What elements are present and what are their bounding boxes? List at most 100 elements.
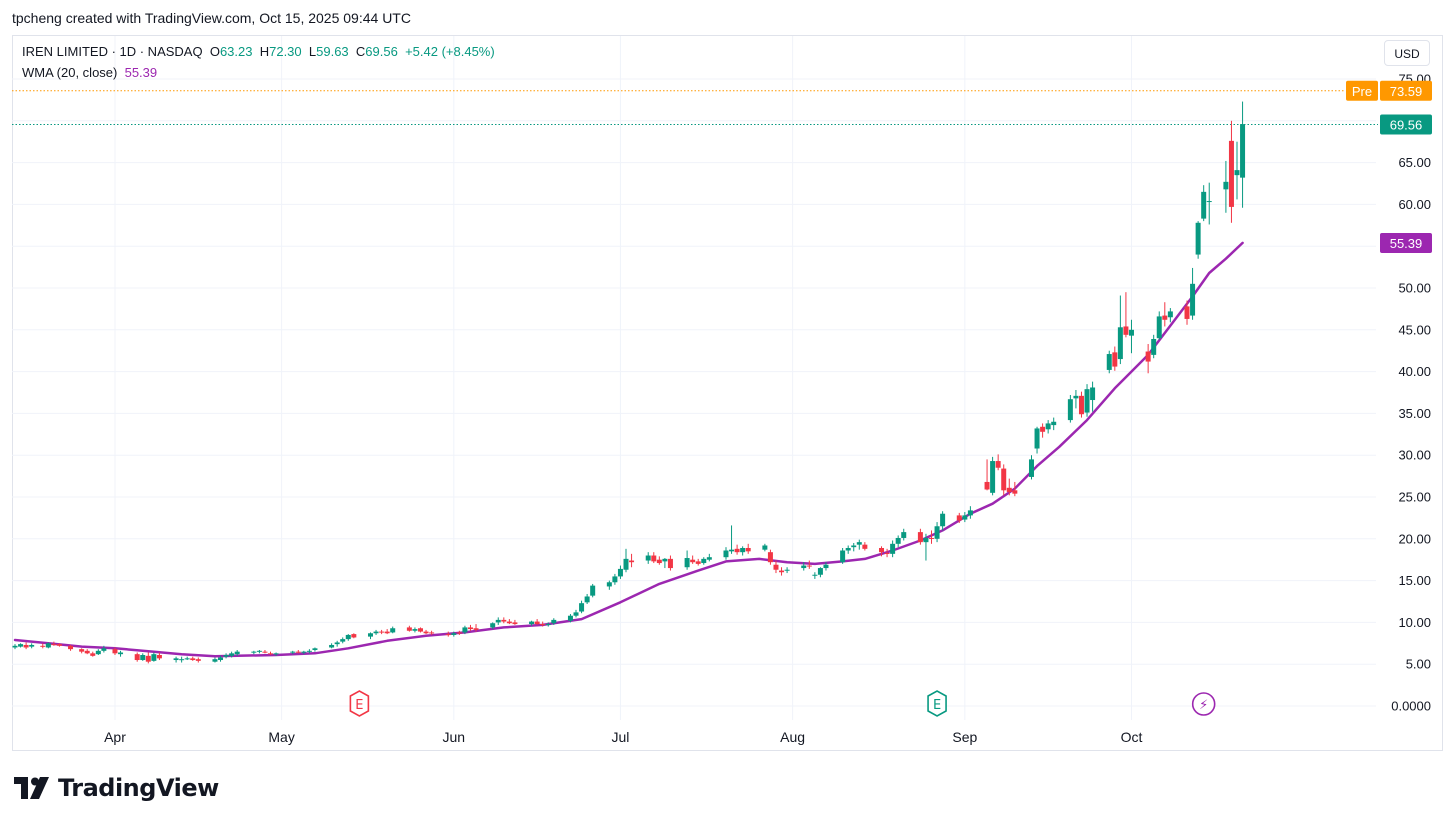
event-markers: E E ⚡ [349, 690, 1216, 717]
candle-down [806, 560, 812, 569]
candle-down [1184, 300, 1190, 325]
candle-down [862, 542, 868, 551]
candle-body [306, 650, 312, 652]
candle-body [1123, 326, 1129, 335]
low-label: L [308, 44, 317, 59]
candle-body [501, 619, 507, 622]
candle-up [329, 643, 335, 649]
indicator-legend[interactable]: WMA (20, close) 55.39 [22, 65, 157, 80]
close-label: C [355, 44, 366, 59]
candle-down [406, 625, 412, 632]
candle-body [862, 544, 868, 549]
candle-body [606, 582, 612, 587]
candle-up [762, 543, 768, 552]
candle-body [406, 627, 412, 631]
candle-up [729, 525, 735, 554]
candle-down [23, 642, 29, 650]
candle-body [301, 651, 307, 653]
candle-down [134, 652, 140, 662]
candle-up [684, 550, 690, 570]
candle-body [312, 648, 318, 650]
candle-up [623, 548, 629, 573]
candle-body [967, 510, 973, 516]
candle-down [929, 530, 935, 544]
candle-body [1234, 170, 1240, 176]
candle-body [90, 653, 96, 656]
candle-body [417, 628, 423, 632]
candle-up [723, 547, 729, 560]
candle-up [990, 456, 996, 496]
candle-up [701, 557, 707, 565]
open-value: 63.23 [219, 44, 253, 59]
candle-down [1123, 292, 1129, 338]
candle-down [1006, 478, 1012, 496]
candle-up [1151, 334, 1157, 359]
candle-down [1162, 302, 1168, 327]
candle-body [1106, 354, 1112, 370]
candle-up [390, 626, 396, 634]
candle-body [212, 659, 218, 662]
candle-down [667, 555, 673, 571]
candle-body [18, 644, 24, 647]
candle-down [384, 629, 390, 635]
candle-body [723, 550, 729, 558]
candle-body [145, 655, 151, 662]
candle-body [1162, 315, 1168, 320]
low-value: 59.63 [316, 44, 349, 59]
earnings-marker[interactable]: E [927, 690, 947, 717]
candle-body [340, 639, 346, 642]
candle-up [95, 649, 101, 656]
candle-up [845, 545, 851, 554]
earnings-badge-shape [349, 690, 370, 717]
candle-down [651, 552, 657, 564]
candle-body [1184, 306, 1190, 319]
wma-label[interactable]: WMA (20, close) [22, 65, 118, 80]
candle-body [567, 615, 573, 621]
candle-down [1145, 344, 1151, 374]
candle-down [351, 633, 357, 639]
candle-body [923, 537, 929, 543]
dividend-marker[interactable]: ⚡ [1191, 692, 1216, 716]
candle-body [512, 622, 518, 625]
candle-body [1167, 311, 1173, 318]
candle-body [390, 628, 396, 633]
tradingview-logo[interactable]: TradingView [14, 774, 219, 802]
candle-up [212, 657, 218, 663]
candle-up [584, 593, 590, 605]
candle-body [195, 659, 201, 661]
candle-body [151, 654, 157, 661]
candle-down [1040, 423, 1046, 438]
candle-body [529, 621, 535, 625]
candle-body [1223, 181, 1229, 190]
candle-body [384, 631, 390, 634]
candle-body [1078, 395, 1084, 415]
currency-button[interactable]: USD [1384, 40, 1430, 66]
candle-up [645, 552, 651, 564]
candle-down [501, 617, 507, 624]
symbol-title[interactable]: IREN LIMITED · 1D · NASDAQ [22, 44, 203, 59]
pre-price-tag: 73.59 [1380, 80, 1432, 101]
pre-market-line [12, 90, 1378, 125]
candle-body [534, 621, 540, 625]
pre-label-tag: Pre [1346, 80, 1378, 101]
candle-down [956, 512, 962, 523]
candle-up [784, 567, 790, 574]
candle-down [690, 555, 696, 564]
candle-up [962, 512, 968, 523]
candle-body [1117, 327, 1123, 360]
candle-body [495, 619, 501, 623]
candle-body [1190, 283, 1196, 316]
pre-price-tag-text: 73.59 [1390, 84, 1423, 99]
candle-body [729, 549, 735, 552]
candle-body [1084, 389, 1090, 413]
candle-down [695, 558, 701, 566]
candle-down [190, 656, 196, 661]
earnings-marker[interactable]: E [349, 690, 370, 717]
candle-up [1117, 295, 1123, 365]
candle-body [917, 532, 923, 543]
candle-up [223, 653, 229, 659]
candle-body [295, 651, 301, 653]
price-axis: 0.0000 5.00 10.00 15.00 20.00 25.00 30.00 35.00… [1391, 72, 1431, 714]
candle-down [473, 624, 479, 632]
